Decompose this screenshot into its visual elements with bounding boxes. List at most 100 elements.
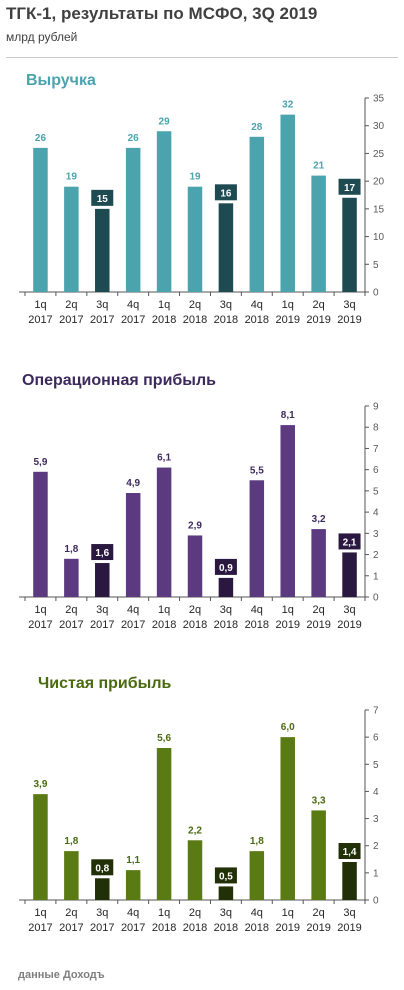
net-profit-chart-title: Чистая прибыль	[38, 675, 172, 692]
value-label: 2,9	[188, 520, 202, 531]
y-tick-label: 4	[373, 787, 379, 798]
bar	[187, 535, 203, 597]
value-label: 21	[313, 161, 325, 172]
bar	[311, 175, 326, 292]
x-tick-label-year: 2019	[275, 922, 299, 934]
x-tick-label-quarter: 2q	[65, 299, 77, 311]
x-tick-label-quarter: 3q	[343, 299, 355, 311]
x-tick-label-year: 2017	[28, 314, 52, 326]
bar	[125, 147, 141, 292]
y-tick-label: 15	[373, 204, 385, 215]
y-tick-label: 10	[373, 232, 385, 243]
value-label: 19	[66, 172, 78, 183]
x-tick-label-year: 2017	[59, 922, 83, 934]
value-label-box	[338, 533, 361, 550]
value-label: 32	[282, 100, 294, 111]
value-label: 0,8	[95, 863, 109, 874]
bar	[342, 552, 357, 597]
x-tick-label-quarter: 3q	[96, 907, 108, 919]
bar	[95, 878, 110, 900]
x-tick-label-year: 2017	[90, 619, 114, 631]
value-label-box	[338, 843, 361, 859]
x-tick-label-quarter: 1q	[34, 299, 46, 311]
value-label: 1,8	[64, 836, 78, 847]
value-label: 5,6	[157, 733, 171, 744]
x-tick-label-year: 2019	[337, 314, 361, 326]
bar	[311, 529, 326, 597]
x-tick-label-year: 2017	[28, 619, 52, 631]
x-tick-label-quarter: 3q	[96, 604, 108, 616]
x-tick-label-year: 2019	[337, 922, 361, 934]
x-tick-label-quarter: 4q	[127, 907, 139, 919]
value-label: 1,8	[64, 544, 78, 555]
x-tick-label-quarter: 3q	[96, 299, 108, 311]
value-label: 1,4	[343, 847, 357, 858]
y-tick-label: 2	[373, 550, 379, 561]
value-label-box	[91, 189, 114, 206]
bar	[311, 810, 326, 900]
x-tick-label-year: 2017	[28, 922, 52, 934]
x-tick-label-quarter: 2q	[189, 299, 201, 311]
bar	[218, 577, 234, 597]
value-label: 2,2	[188, 825, 202, 836]
bar	[156, 748, 172, 900]
bar	[187, 186, 203, 292]
value-label-box	[91, 544, 114, 561]
net-profit-chart: 0 1 2 3 4 5 6 7 3,9 1q 2017 1,8 2q 2017 0,8 3q 2017 1,1 4q…	[19, 706, 379, 934]
value-label-box	[338, 178, 361, 195]
x-tick-label-quarter: 3q	[220, 604, 232, 616]
bar	[280, 114, 295, 292]
y-tick-label: 7	[373, 706, 379, 717]
y-tick-label: 8	[373, 423, 379, 434]
x-tick-label-quarter: 3q	[220, 907, 232, 919]
value-label: 8,1	[281, 410, 295, 421]
value-label: 16	[220, 188, 232, 199]
revenue-chart: 0 5 10 15 20 25 30 35 26 1q 2017 19 2q 2017 15 3q 2017 26…	[19, 94, 385, 326]
x-tick-label-quarter: 2q	[65, 604, 77, 616]
bar	[342, 862, 357, 900]
bar	[280, 737, 295, 900]
y-tick-label: 35	[373, 94, 385, 105]
bar	[95, 208, 110, 292]
x-tick-label-quarter: 4q	[127, 299, 139, 311]
x-tick-label-quarter: 2q	[313, 907, 325, 919]
bar	[156, 467, 172, 597]
x-tick-label-quarter: 4q	[127, 604, 139, 616]
value-label: 6,0	[281, 722, 295, 733]
value-label: 29	[159, 116, 171, 127]
y-tick-label: 0	[373, 896, 379, 907]
bar	[95, 563, 110, 597]
x-tick-label-year: 2018	[245, 619, 269, 631]
y-tick-label: 9	[373, 402, 379, 413]
x-tick-label-quarter: 1q	[282, 299, 294, 311]
y-tick-label: 0	[373, 288, 379, 299]
bar	[33, 794, 48, 900]
x-tick-label-year: 2018	[152, 922, 176, 934]
x-tick-label-year: 2017	[59, 619, 83, 631]
bar	[249, 136, 265, 292]
bar	[125, 870, 141, 900]
x-tick-label-quarter: 1q	[282, 907, 294, 919]
x-tick-label-year: 2017	[90, 314, 114, 326]
value-label: 0,9	[219, 563, 233, 574]
value-label: 17	[344, 183, 356, 194]
x-tick-label-year: 2018	[183, 922, 207, 934]
bar	[64, 186, 79, 292]
value-label-box	[214, 184, 237, 201]
bar	[156, 131, 172, 292]
x-tick-label-year: 2018	[152, 314, 176, 326]
x-tick-label-year: 2019	[337, 619, 361, 631]
x-tick-label-quarter: 2q	[189, 907, 201, 919]
x-tick-label-year: 2017	[121, 314, 145, 326]
value-label: 26	[128, 133, 140, 144]
x-tick-label-year: 2018	[183, 619, 207, 631]
x-tick-label-quarter: 4q	[251, 907, 263, 919]
x-tick-label-year: 2018	[214, 619, 238, 631]
value-label: 3,3	[312, 795, 326, 806]
operating-profit-chart-title: Операционная прибыль	[22, 372, 216, 389]
x-tick-label-year: 2019	[306, 314, 330, 326]
bar	[218, 203, 234, 292]
bar	[33, 147, 48, 292]
y-tick-label: 20	[373, 177, 385, 188]
value-label: 1,6	[95, 548, 109, 559]
